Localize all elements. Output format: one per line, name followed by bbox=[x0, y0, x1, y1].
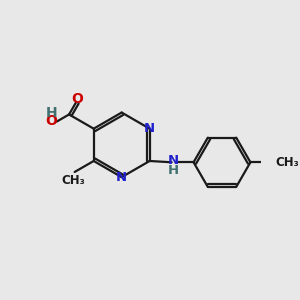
Text: CH₃: CH₃ bbox=[276, 156, 299, 169]
Text: H: H bbox=[45, 106, 57, 119]
Text: N: N bbox=[116, 171, 127, 184]
Text: O: O bbox=[71, 92, 83, 106]
Text: O: O bbox=[45, 114, 57, 128]
Text: N: N bbox=[167, 154, 178, 167]
Text: CH₃: CH₃ bbox=[61, 174, 85, 187]
Text: N: N bbox=[144, 122, 155, 135]
Text: H: H bbox=[167, 164, 178, 177]
